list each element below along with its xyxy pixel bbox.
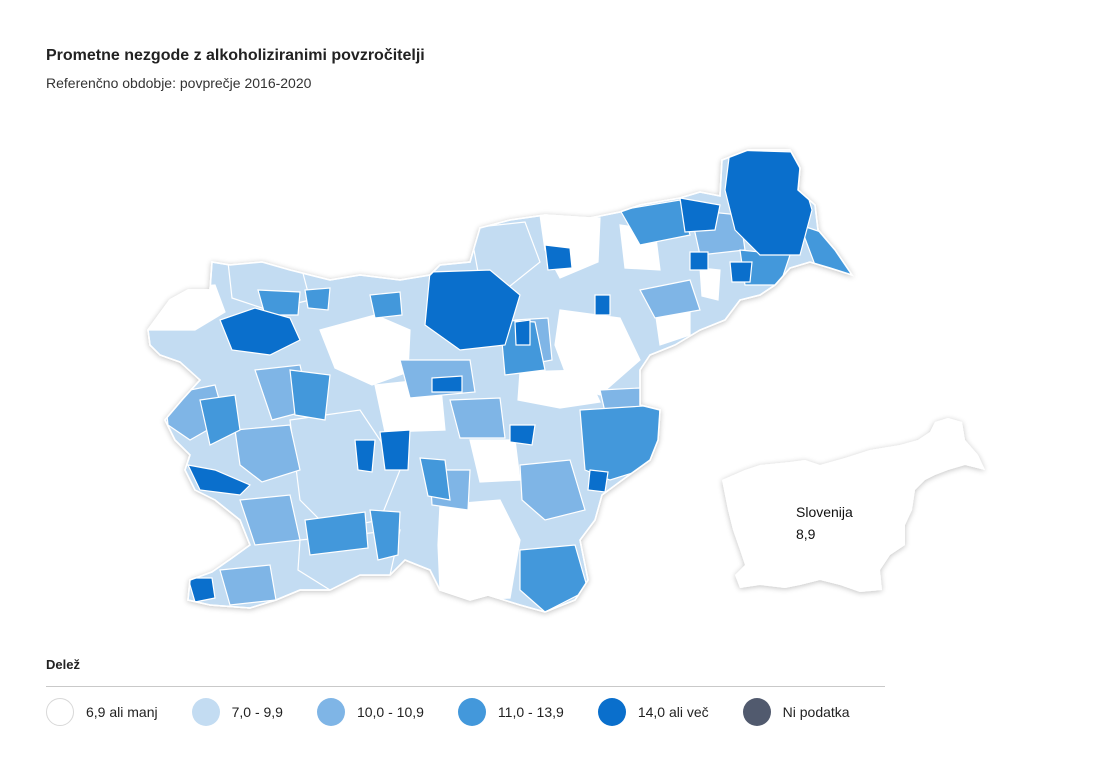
municipality-regions [148, 150, 852, 612]
legend-title: Delež [46, 657, 80, 672]
legend-swatch [316, 698, 345, 726]
legend-label: Ni podatka [782, 704, 850, 720]
legend-swatch [597, 698, 626, 726]
legend-swatch [46, 698, 74, 726]
legend-swatch [457, 698, 486, 726]
page-subtitle: Referenčno obdobje: povprečje 2016-2020 [46, 75, 312, 91]
page-title: Prometne nezgode z alkoholiziranimi povz… [46, 47, 425, 64]
legend-label: 10,0 - 10,9 [356, 704, 424, 720]
legend-label: 6,9 ali manj [86, 704, 158, 720]
slovenia-national-inset [722, 418, 985, 592]
legend-item: 6,9 ali manj [46, 698, 158, 726]
legend-label: 11,0 - 13,9 [497, 704, 564, 720]
national-value: 8,9 [796, 526, 816, 542]
legend-item: Ni podatka [742, 698, 850, 726]
legend-swatch [191, 698, 220, 726]
legend: 6,9 ali manj 7,0 - 9,9 10,0 - 10,9 11,0 … [46, 697, 850, 727]
legend-item: 7,0 - 9,9 [191, 698, 283, 726]
legend-label: 14,0 ali več [637, 704, 709, 720]
legend-item: 14,0 ali več [597, 698, 709, 726]
legend-item: 11,0 - 13,9 [457, 698, 564, 726]
legend-divider [46, 686, 885, 687]
legend-item: 10,0 - 10,9 [316, 698, 424, 726]
legend-label: 7,0 - 9,9 [231, 704, 283, 720]
legend-swatch [742, 698, 771, 726]
national-name: Slovenija [796, 504, 853, 520]
national-value-label: Slovenija 8,9 [796, 501, 853, 545]
